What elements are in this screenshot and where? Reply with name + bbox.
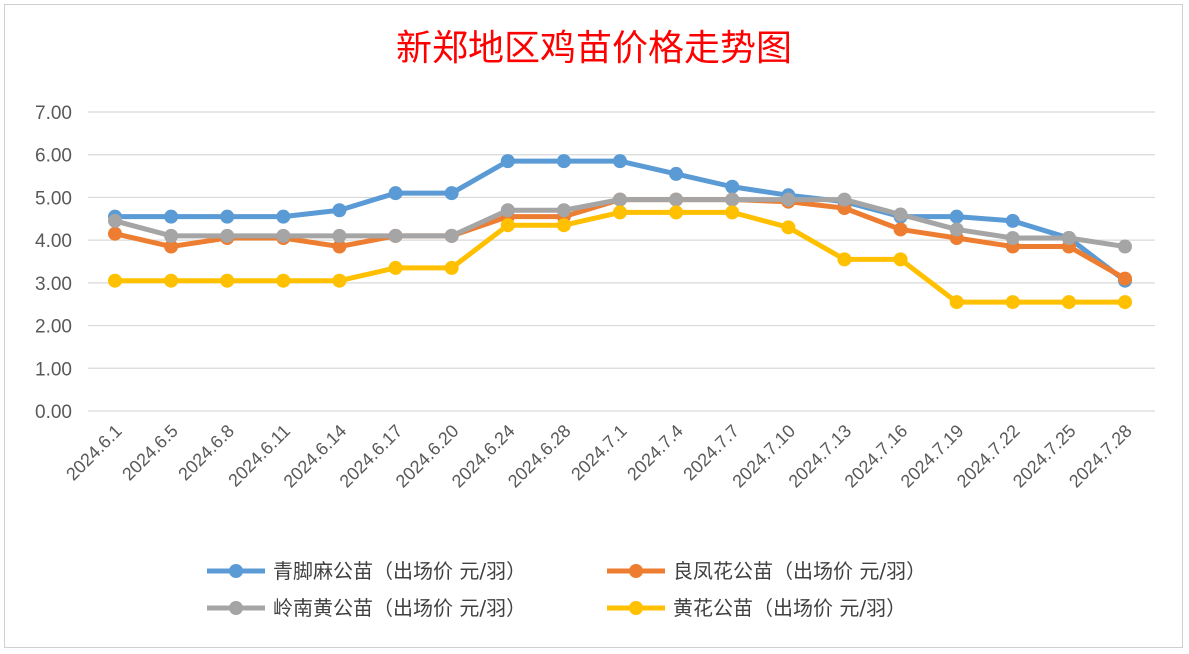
data-point — [613, 192, 627, 207]
legend-item: 黄花公苗（出场价 元/羽） — [607, 596, 906, 620]
data-point — [556, 154, 571, 169]
y-tick-label: 4.00 — [35, 231, 72, 252]
y-axis-ticks: 0.00 1.00 2.00 3.00 4.00 5.00 6.00 7.00 — [35, 103, 72, 423]
data-point — [500, 203, 515, 218]
y-tick-label: 7.00 — [35, 103, 72, 124]
data-point — [164, 273, 179, 288]
data-point — [1005, 295, 1020, 310]
data-point — [1005, 231, 1020, 246]
legend-label: 青脚麻公苗（出场价 元/羽） — [273, 559, 526, 583]
data-point — [276, 273, 291, 288]
data-point — [1118, 239, 1132, 254]
series-3 — [108, 192, 1132, 254]
data-point — [949, 222, 964, 237]
data-point — [220, 273, 235, 288]
legend-marker — [229, 564, 243, 578]
data-point — [1061, 295, 1076, 310]
data-point — [669, 166, 684, 181]
data-point — [388, 228, 403, 243]
data-point — [332, 239, 347, 254]
data-point — [500, 154, 515, 169]
data-point — [669, 192, 684, 207]
data-point — [669, 205, 684, 220]
legend-marker — [629, 564, 643, 578]
data-point — [276, 228, 291, 243]
data-point — [1005, 213, 1020, 228]
data-point — [837, 252, 852, 267]
data-point — [276, 209, 291, 224]
y-tick-label: 6.00 — [35, 146, 72, 167]
data-point — [164, 209, 179, 224]
data-point — [1118, 271, 1132, 286]
x-tick-label: 2024.6.1 — [62, 421, 126, 485]
legend-label: 良凤花公苗（出场价 元/羽） — [673, 559, 926, 583]
legend-label: 黄花公苗（出场价 元/羽） — [673, 596, 906, 620]
data-point — [893, 207, 908, 222]
data-point — [388, 186, 403, 201]
x-tick-label: 2024.7.4 — [623, 421, 687, 485]
legend-marker — [629, 601, 643, 615]
data-point — [1061, 231, 1076, 246]
data-point — [444, 228, 459, 243]
y-tick-label: 2.00 — [35, 317, 72, 338]
data-point — [332, 228, 347, 243]
series-line — [112, 158, 1128, 284]
data-point — [444, 260, 459, 275]
x-tick-label: 2024.6.5 — [118, 421, 182, 485]
data-point — [220, 209, 235, 224]
data-point — [893, 252, 908, 267]
legend-item: 青脚麻公苗（出场价 元/羽） — [207, 559, 526, 583]
data-point — [725, 192, 740, 207]
data-point — [388, 260, 403, 275]
y-tick-label: 1.00 — [35, 359, 72, 380]
data-point — [949, 295, 964, 310]
data-point — [613, 154, 627, 169]
y-tick-label: 5.00 — [35, 188, 72, 209]
chart-title: 新郑地区鸡苗价格走势图 — [396, 28, 792, 69]
data-point — [164, 228, 179, 243]
series-4 — [108, 205, 1132, 310]
data-point — [556, 203, 571, 218]
data-point — [332, 203, 347, 218]
data-point — [556, 218, 571, 233]
data-point — [108, 213, 122, 228]
series-1 — [108, 154, 1132, 288]
y-tick-label: 3.00 — [35, 274, 72, 295]
data-point — [613, 205, 627, 220]
data-point — [332, 273, 347, 288]
legend-item: 岭南黄公苗（出场价 元/羽） — [207, 596, 526, 620]
series-line — [112, 209, 1128, 305]
series-lines — [108, 154, 1132, 310]
legend-label: 岭南黄公苗（出场价 元/羽） — [273, 596, 526, 620]
x-axis-ticks: 2024.6.12024.6.52024.6.82024.6.112024.6.… — [62, 421, 1136, 492]
data-point — [725, 205, 740, 220]
data-point — [837, 192, 852, 207]
data-point — [108, 226, 122, 241]
y-tick-label: 0.00 — [35, 402, 72, 423]
x-tick-label: 2024.7.1 — [567, 421, 631, 485]
legend-item: 良凤花公苗（出场价 元/羽） — [607, 559, 926, 583]
data-point — [444, 186, 459, 201]
data-point — [164, 239, 179, 254]
data-point — [725, 179, 740, 194]
data-point — [781, 192, 796, 207]
data-point — [781, 220, 796, 235]
legend: 青脚麻公苗（出场价 元/羽） 良凤花公苗（出场价 元/羽） 岭南黄公苗（出场价 元/… — [207, 559, 926, 620]
data-point — [1118, 295, 1132, 310]
data-point — [893, 222, 908, 237]
data-point — [108, 273, 122, 288]
data-point — [500, 218, 515, 233]
legend-marker — [229, 601, 243, 615]
data-point — [220, 228, 235, 243]
data-point — [949, 209, 964, 224]
